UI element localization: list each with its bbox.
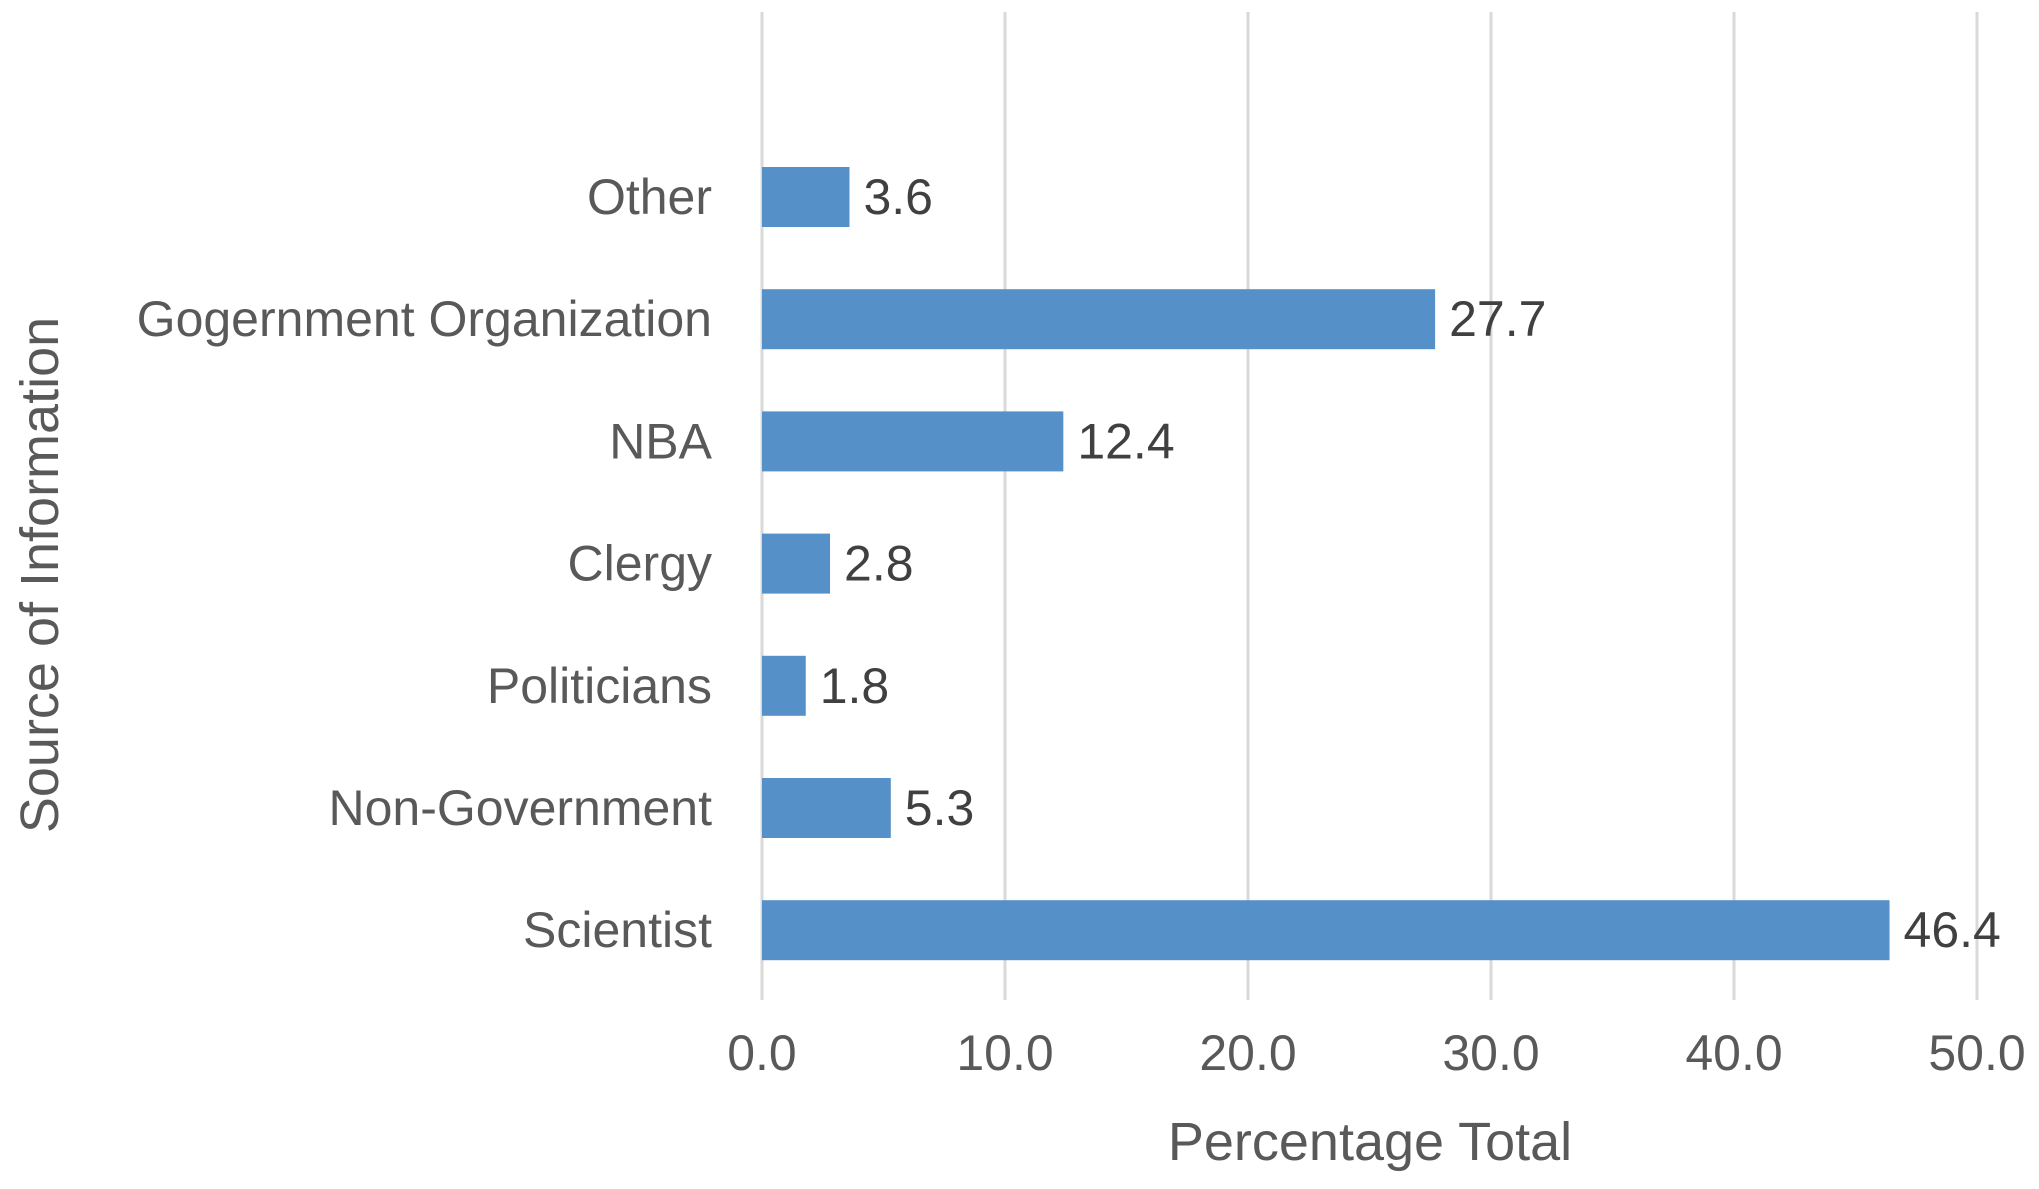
category-label: Scientist bbox=[523, 902, 712, 958]
bar bbox=[762, 778, 891, 838]
data-label: 1.8 bbox=[820, 658, 890, 714]
x-tick-label: 20.0 bbox=[1199, 1025, 1296, 1081]
category-label: Politicians bbox=[487, 658, 712, 714]
x-tick-label: 0.0 bbox=[727, 1025, 797, 1081]
x-tick-labels: 0.0 10.0 20.0 30.0 40.0 50.0 bbox=[727, 1025, 2025, 1081]
bar bbox=[762, 411, 1064, 472]
bar bbox=[762, 289, 1436, 350]
x-tick-label: 30.0 bbox=[1442, 1025, 1539, 1081]
gridlines bbox=[760, 12, 1979, 1000]
x-axis-title: Percentage Total bbox=[1168, 1112, 1572, 1172]
category-labels: Other Gogernment Organization NBA Clergy Pol… bbox=[137, 169, 713, 958]
data-label: 12.4 bbox=[1077, 413, 1174, 469]
data-label: 3.6 bbox=[863, 169, 933, 225]
data-label: 5.3 bbox=[905, 780, 975, 836]
x-tick-label: 10.0 bbox=[956, 1025, 1053, 1081]
bars bbox=[762, 167, 1890, 961]
bar bbox=[762, 167, 850, 227]
bar bbox=[762, 900, 1890, 961]
data-label: 46.4 bbox=[1904, 902, 2001, 958]
category-label: Non-Government bbox=[329, 780, 713, 836]
category-label: Clergy bbox=[568, 536, 712, 592]
bar bbox=[762, 533, 831, 594]
x-tick-label: 40.0 bbox=[1685, 1025, 1782, 1081]
category-label: Gogernment Organization bbox=[137, 291, 712, 347]
data-label: 2.8 bbox=[844, 536, 914, 592]
data-labels: 3.6 27.7 12.4 2.8 1.8 5.3 46.4 bbox=[820, 169, 2001, 958]
category-label: NBA bbox=[609, 413, 712, 469]
y-axis-title: Source of Information bbox=[10, 317, 70, 833]
x-tick-label: 50.0 bbox=[1928, 1025, 2025, 1081]
data-label: 27.7 bbox=[1449, 291, 1546, 347]
bar bbox=[762, 655, 806, 716]
category-label: Other bbox=[587, 169, 712, 225]
